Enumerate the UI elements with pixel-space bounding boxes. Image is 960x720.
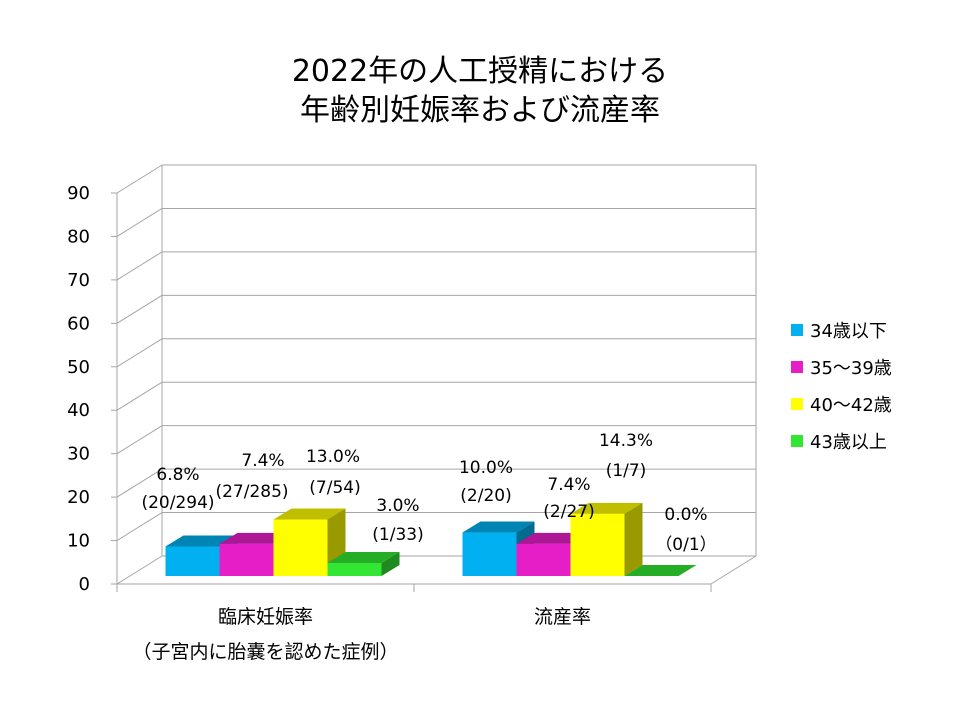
legend-label: 34歳以下 xyxy=(810,321,887,342)
data-label: 13.0% xyxy=(306,447,360,467)
chart-title-line-2: 年齢別妊娠率および流産率 xyxy=(300,93,660,128)
y-tick-label: 90 xyxy=(67,183,90,204)
y-tick-label: 70 xyxy=(67,270,90,291)
category-label: 臨床妊娠率 xyxy=(218,606,313,628)
bar xyxy=(570,502,643,576)
legend-swatch xyxy=(791,398,803,410)
chart-walls xyxy=(161,165,757,556)
y-axis: 0 10 20 30 40 50 60 70 80 90 xyxy=(67,183,118,595)
bar-front xyxy=(516,543,571,576)
gridline-side xyxy=(116,425,163,455)
data-label: 7.4% xyxy=(547,475,590,495)
data-label: (1/7) xyxy=(606,461,647,481)
y-tick-label: 0 xyxy=(79,574,90,595)
gridline-side xyxy=(116,381,163,411)
data-label: (20/294) xyxy=(141,493,214,513)
bar-front xyxy=(570,513,625,576)
gridline-side xyxy=(116,164,163,194)
legend-label: 35〜39歳 xyxy=(810,358,892,379)
gridline-side xyxy=(116,555,163,585)
bar xyxy=(327,551,400,576)
gridline-side xyxy=(116,338,163,368)
y-tick-label: 60 xyxy=(67,313,90,334)
bar-side xyxy=(624,502,643,576)
bar-top xyxy=(273,508,346,520)
bar-top xyxy=(327,551,400,563)
data-label: 6.8% xyxy=(156,465,199,485)
bar-side xyxy=(381,551,400,576)
bar-front xyxy=(327,562,382,576)
bar-front xyxy=(165,546,220,576)
y-tick-label: 20 xyxy=(67,487,90,508)
gridline-side xyxy=(116,251,163,281)
legend-swatch xyxy=(791,324,803,336)
data-label: 0.0% xyxy=(664,505,707,525)
bar-top xyxy=(165,535,238,547)
bar-front xyxy=(219,543,274,576)
legend: 34歳以下 35〜39歳 40〜42歳 43歳以上 xyxy=(791,321,892,453)
legend-label: 43歳以上 xyxy=(810,432,887,453)
data-label: (2/27) xyxy=(543,502,594,522)
gridline-side xyxy=(116,208,163,237)
data-label: 10.0% xyxy=(459,458,513,478)
bar-top xyxy=(624,565,697,576)
data-label: (7/54) xyxy=(309,478,360,498)
bar-front xyxy=(273,519,328,576)
y-tick-label: 50 xyxy=(67,357,90,378)
bar xyxy=(273,508,346,576)
gridline-side xyxy=(116,294,163,324)
floor-right-edge xyxy=(710,555,757,585)
gridlines xyxy=(116,164,756,585)
chart-title: 2022年の人工授精における 年齢別妊娠率および流産率 xyxy=(292,54,668,128)
data-label: 7.4% xyxy=(241,451,284,471)
gridline-side xyxy=(116,512,163,541)
x-axis: 臨床妊娠率 （子宮内に胎嚢を認めた症例） 流産率 xyxy=(116,584,712,663)
data-label: 14.3% xyxy=(599,431,653,451)
data-label: （0/1） xyxy=(655,535,716,555)
data-label: 3.0% xyxy=(376,496,419,516)
chart-title-line-1: 2022年の人工授精における xyxy=(292,54,668,89)
bar xyxy=(624,565,697,576)
bar-top xyxy=(462,521,535,533)
legend-label: 40〜42歳 xyxy=(810,395,892,416)
category-sublabel: （子宮内に胎嚢を認めた症例） xyxy=(132,641,398,663)
y-tick-label: 40 xyxy=(67,400,90,421)
legend-swatch xyxy=(791,361,803,373)
data-label: (2/20) xyxy=(460,486,511,506)
y-tick-label: 80 xyxy=(67,226,90,247)
gridline-side xyxy=(116,468,163,498)
data-label: (27/285) xyxy=(215,482,288,502)
bar-front xyxy=(462,532,517,576)
legend-swatch xyxy=(791,435,803,447)
data-labels: 6.8% (20/294) 10.0% (2/20) 7.4% (27/285) 7.4% (… xyxy=(141,431,716,555)
category-label: 流産率 xyxy=(534,606,591,628)
y-tick-label: 30 xyxy=(67,444,90,465)
bars xyxy=(165,502,697,576)
bar-top xyxy=(570,502,643,514)
y-tick-label: 10 xyxy=(67,531,90,552)
data-label: (1/33) xyxy=(372,525,423,545)
